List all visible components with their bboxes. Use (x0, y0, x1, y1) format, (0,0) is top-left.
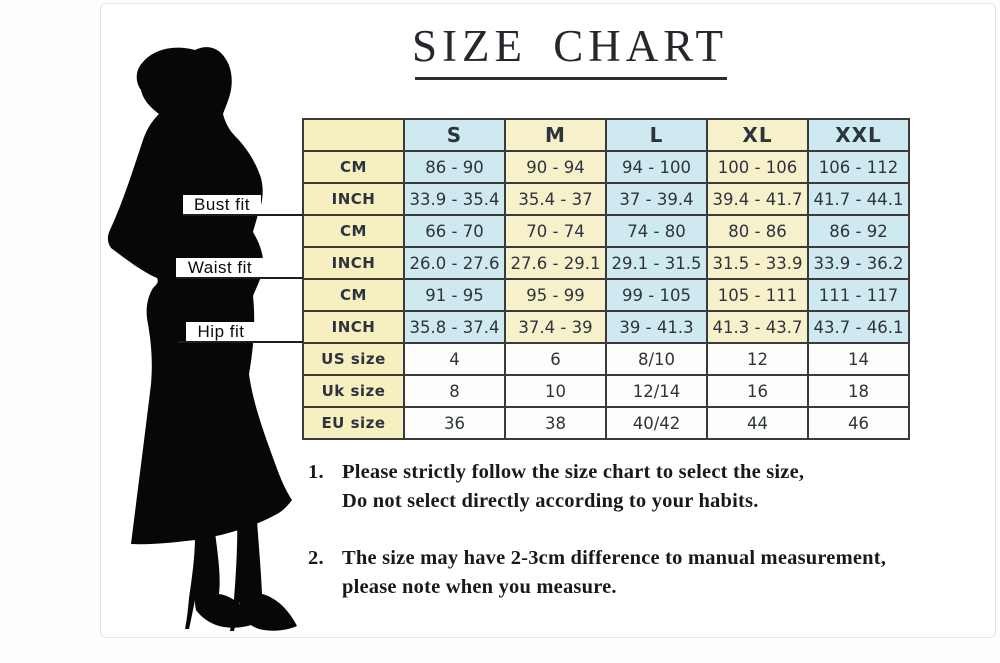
size-cell: 35.4 - 37 (504, 182, 607, 216)
row-label: US size (302, 342, 405, 376)
silhouette-back-leg (230, 506, 297, 631)
size-cell: 12/14 (605, 374, 708, 408)
notes-section: 1. Please strictly follow the size chart… (308, 458, 996, 630)
size-cell: 39 - 41.3 (605, 310, 708, 344)
column-header-s: S (403, 118, 506, 152)
column-header-l: L (605, 118, 708, 152)
note-1: 1. Please strictly follow the size chart… (308, 458, 996, 516)
size-cell: 26.0 - 27.6 (403, 246, 506, 280)
column-header-m: M (504, 118, 607, 152)
note-1-line-1: Please strictly follow the size chart to… (342, 461, 805, 483)
table-row-eu-size: EU size 36 38 40/42 44 46 (302, 406, 910, 440)
note-2-text: The size may have 2-3cm difference to ma… (342, 544, 996, 602)
row-label: INCH (302, 246, 405, 280)
page-title: SIZE CHART (411, 21, 729, 71)
table-row-hip-inch: INCH 35.8 - 37.4 37.4 - 39 39 - 41.3 41.… (302, 310, 910, 344)
silhouette-body (107, 47, 292, 545)
woman-silhouette-image (107, 47, 297, 631)
note-1-text: Please strictly follow the size chart to… (342, 458, 996, 516)
note-2: 2. The size may have 2-3cm difference to… (308, 544, 996, 602)
size-cell: 111 - 117 (807, 278, 910, 312)
size-cell: 94 - 100 (605, 150, 708, 184)
size-cell: 12 (706, 342, 809, 376)
size-cell: 43.7 - 46.1 (807, 310, 910, 344)
waist-fit-line (176, 277, 303, 279)
size-cell: 91 - 95 (403, 278, 506, 312)
size-cell: 31.5 - 33.9 (706, 246, 809, 280)
size-table-container: S M L XL XXL CM 86 - 90 90 - 94 94 - 100… (302, 118, 910, 440)
size-cell: 6 (504, 342, 607, 376)
size-cell: 86 - 90 (403, 150, 506, 184)
size-cell: 8 (403, 374, 506, 408)
size-cell: 100 - 106 (706, 150, 809, 184)
table-row-bust-cm: CM 86 - 90 90 - 94 94 - 100 100 - 106 10… (302, 150, 910, 184)
size-cell: 33.9 - 36.2 (807, 246, 910, 280)
corner-cell (302, 118, 405, 152)
size-cell: 8/10 (605, 342, 708, 376)
size-cell: 86 - 92 (807, 214, 910, 248)
note-2-number: 2. (308, 547, 324, 569)
size-cell: 106 - 112 (807, 150, 910, 184)
size-cell: 36 (403, 406, 506, 440)
size-cell: 80 - 86 (706, 214, 809, 248)
bust-fit-label: Bust fit (183, 195, 261, 214)
note-1-number: 1. (308, 461, 324, 483)
table-row-hip-cm: CM 91 - 95 95 - 99 99 - 105 105 - 111 11… (302, 278, 910, 312)
row-label: Uk size (302, 374, 405, 408)
size-cell: 16 (706, 374, 809, 408)
size-cell: 29.1 - 31.5 (605, 246, 708, 280)
size-cell: 10 (504, 374, 607, 408)
column-header-xxl: XXL (807, 118, 910, 152)
size-cell: 38 (504, 406, 607, 440)
hip-fit-line (178, 341, 303, 343)
size-cell: 46 (807, 406, 910, 440)
title-underline (415, 77, 727, 80)
size-cell: 33.9 - 35.4 (403, 182, 506, 216)
row-label: CM (302, 278, 405, 312)
size-cell: 44 (706, 406, 809, 440)
size-cell: 27.6 - 29.1 (504, 246, 607, 280)
size-cell: 35.8 - 37.4 (403, 310, 506, 344)
size-cell: 40/42 (605, 406, 708, 440)
row-label: CM (302, 150, 405, 184)
size-cell: 99 - 105 (605, 278, 708, 312)
table-row-waist-inch: INCH 26.0 - 27.6 27.6 - 29.1 29.1 - 31.5… (302, 246, 910, 280)
note-2-line-2: please note when you measure. (342, 576, 617, 598)
table-header-row: S M L XL XXL (302, 118, 910, 152)
note-2-line-1: The size may have 2-3cm difference to ma… (342, 547, 887, 569)
size-chart-table: S M L XL XXL CM 86 - 90 90 - 94 94 - 100… (302, 118, 910, 440)
size-cell: 95 - 99 (504, 278, 607, 312)
note-1-line-2: Do not select directly according to your… (342, 490, 759, 512)
table-row-bust-inch: INCH 33.9 - 35.4 35.4 - 37 37 - 39.4 39.… (302, 182, 910, 216)
size-cell: 39.4 - 41.7 (706, 182, 809, 216)
size-cell: 14 (807, 342, 910, 376)
column-header-xl: XL (706, 118, 809, 152)
waist-fit-label: Waist fit (176, 258, 264, 277)
size-cell: 105 - 111 (706, 278, 809, 312)
row-label: EU size (302, 406, 405, 440)
row-label: CM (302, 214, 405, 248)
row-label: INCH (302, 310, 405, 344)
size-cell: 4 (403, 342, 506, 376)
size-cell: 74 - 80 (605, 214, 708, 248)
row-label: INCH (302, 182, 405, 216)
table-row-uk-size: Uk size 8 10 12/14 16 18 (302, 374, 910, 408)
hip-fit-label: Hip fit (186, 322, 256, 341)
table-row-us-size: US size 4 6 8/10 12 14 (302, 342, 910, 376)
size-cell: 70 - 74 (504, 214, 607, 248)
size-cell: 37 - 39.4 (605, 182, 708, 216)
size-cell: 18 (807, 374, 910, 408)
size-cell: 41.3 - 43.7 (706, 310, 809, 344)
size-cell: 66 - 70 (403, 214, 506, 248)
bust-fit-line (183, 214, 303, 216)
size-cell: 90 - 94 (504, 150, 607, 184)
table-row-waist-cm: CM 66 - 70 70 - 74 74 - 80 80 - 86 86 - … (302, 214, 910, 248)
size-cell: 37.4 - 39 (504, 310, 607, 344)
size-cell: 41.7 - 44.1 (807, 182, 910, 216)
